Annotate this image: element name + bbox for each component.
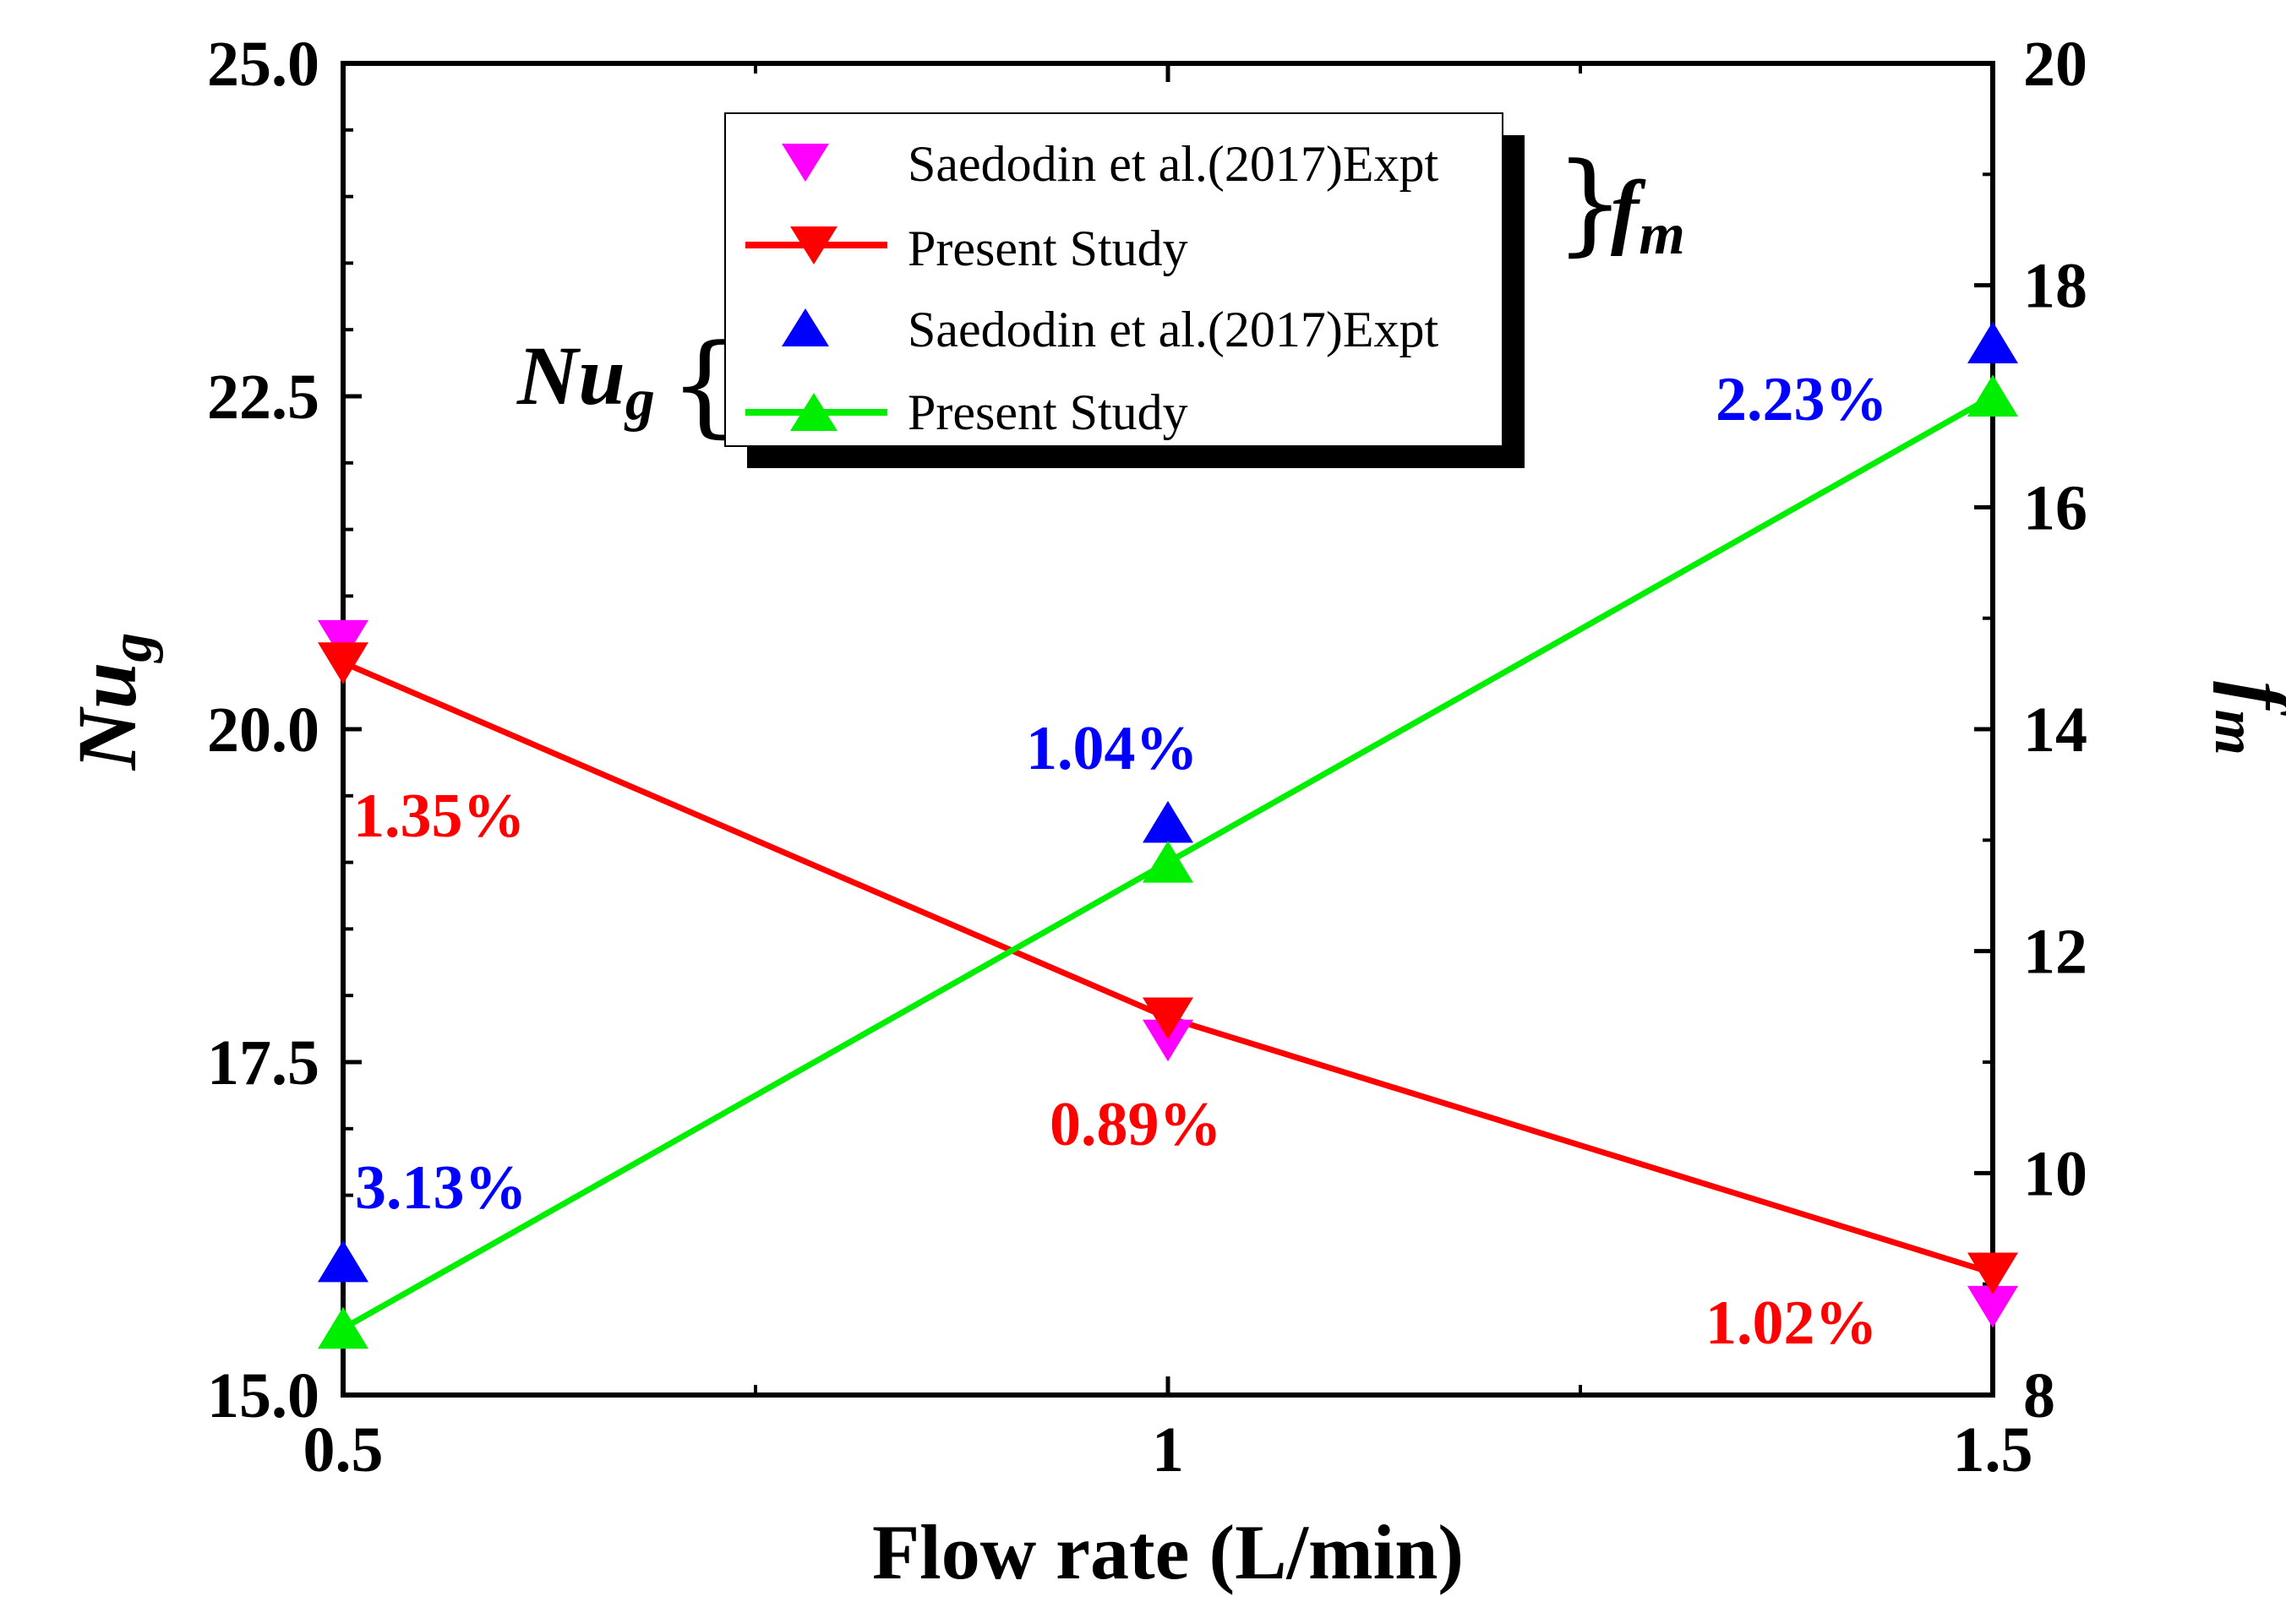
legend-group-nug-sub: g <box>624 368 655 433</box>
legend-marker-fm-present <box>790 226 837 264</box>
legend-group-fm-sub: m <box>1639 202 1684 267</box>
legend-label-fm-present: Present Study <box>908 221 1188 276</box>
legend-marker-nug-expt <box>782 308 829 346</box>
x-tick-label: 1 <box>1152 1414 1184 1485</box>
series-1-point-1 <box>1143 997 1193 1039</box>
annotation-fm-0: 1.35% <box>353 782 526 851</box>
series-3-point-1 <box>1143 841 1193 883</box>
right-tick-label: 16 <box>2023 472 2087 543</box>
right-tick-label: 18 <box>2023 251 2087 322</box>
annotation-nug-1: 1.04% <box>1026 714 1198 783</box>
x-tick-label: 0.5 <box>303 1414 384 1485</box>
legend-marker-nug-present <box>790 393 837 431</box>
legend-item-nug-expt: Saedodin et al.(2017)Expt <box>782 302 1439 357</box>
series-3-point-0 <box>318 1306 368 1349</box>
legend-label-nug-expt: Saedodin et al.(2017)Expt <box>908 302 1439 357</box>
legend-group-nug-label: Nug <box>516 329 655 433</box>
right-tick-label: 8 <box>2023 1360 2055 1431</box>
right-tick-label: 14 <box>2023 695 2087 766</box>
legend-group-nug-main: Nu <box>516 329 625 422</box>
legend-brace-fm: } <box>1555 139 1625 267</box>
legend-item-fm-present: Present Study <box>745 221 1188 276</box>
left-tick-label: 17.5 <box>207 1027 319 1098</box>
annotation-nug-0: 3.13% <box>355 1153 527 1223</box>
legend-group-fm: } fm <box>1555 139 1685 267</box>
plot-frame <box>341 61 1995 1398</box>
right-axis-title: fm <box>2202 681 2286 755</box>
x-axis-title: Flow rate (L/min) <box>872 1509 1464 1595</box>
annotation-fm-1: 0.89% <box>1050 1090 1222 1159</box>
series-0-point-0 <box>318 619 368 662</box>
x-tick-label: 1.5 <box>1953 1414 2033 1485</box>
right-tick-label: 20 <box>2023 29 2087 100</box>
legend-label-nug-present: Present Study <box>908 384 1188 440</box>
series-2-point-2 <box>1967 321 2018 363</box>
legend-label-fm-expt: Saedodin et al.(2017)Expt <box>908 136 1439 192</box>
right-tick-label: 12 <box>2023 917 2087 988</box>
left-axis-title-main: Nu <box>60 662 154 771</box>
series-0-point-2 <box>1967 1285 2018 1328</box>
series-1-point-0 <box>318 642 368 684</box>
legend-group-nug: Nug { <box>516 320 739 449</box>
legend-box <box>724 112 1503 447</box>
series-1-point-2 <box>1967 1252 2018 1295</box>
legend: Saedodin et al.(2017)Expt Present Study … <box>516 112 1685 468</box>
annotations: 1.35% 0.89% 1.02% 3.13% 1.04% 2.23% <box>353 365 1888 1358</box>
legend-item-fm-expt: Saedodin et al.(2017)Expt <box>782 136 1439 192</box>
series-2-point-1 <box>1143 800 1193 843</box>
left-tick-label: 15.0 <box>207 1360 319 1431</box>
legend-group-fm-label: fm <box>1611 163 1685 267</box>
legend-brace-nug: { <box>669 320 739 449</box>
legend-marker-fm-expt <box>782 144 829 182</box>
right-axis-title-sub: m <box>2202 709 2267 755</box>
axis-ticks: 0.5 1 1.5 15.0 17.5 20.0 22.5 25.0 8 10 12 14 16 18 20 <box>207 29 2087 1485</box>
left-tick-label: 25.0 <box>207 29 319 100</box>
series-0-point-1 <box>1143 1019 1193 1062</box>
annotation-fm-2: 1.02% <box>1705 1289 1878 1358</box>
left-tick-label: 22.5 <box>207 362 319 433</box>
left-axis-title: Nug <box>60 633 164 771</box>
series-layer <box>318 321 2018 1349</box>
right-tick-label: 10 <box>2023 1138 2087 1209</box>
annotation-nug-2: 2.23% <box>1716 365 1888 434</box>
left-axis-title-sub: g <box>99 633 164 664</box>
legend-item-nug-present: Present Study <box>745 384 1188 440</box>
series-2-point-0 <box>318 1240 368 1283</box>
left-tick-label: 20.0 <box>207 695 319 766</box>
series-3-point-2 <box>1967 374 2018 417</box>
